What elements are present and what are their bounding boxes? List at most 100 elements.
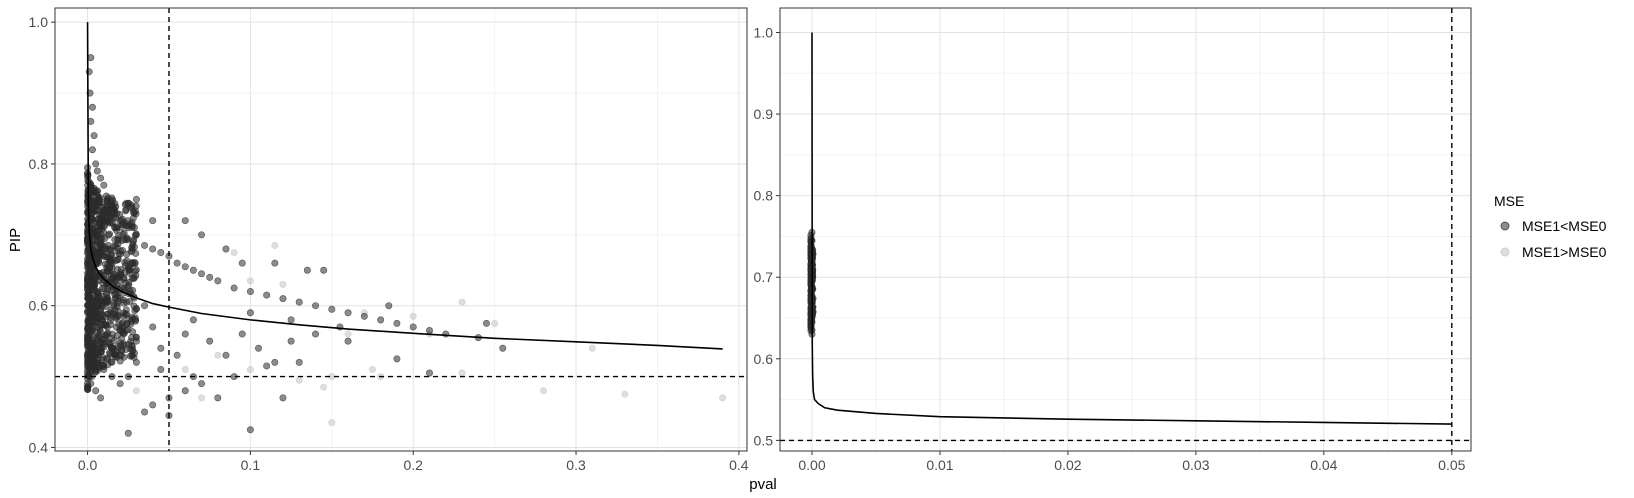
data-point: [409, 323, 417, 331]
left-x-ticks: 0.0 0.1 0.2 0.3 0.4: [78, 451, 749, 473]
data-point: [107, 258, 115, 266]
fitted-curve-line: [86, 22, 723, 350]
data-point: [88, 103, 96, 111]
data-point: [287, 316, 295, 324]
y-tick-label: 1.0: [29, 14, 49, 30]
right-x-ticks: 0.00 0.01 0.02 0.03 0.04 0.05: [798, 451, 1466, 473]
data-point: [108, 194, 116, 202]
data-point: [128, 223, 136, 231]
data-point: [271, 259, 279, 267]
data-point: [120, 312, 128, 320]
data-point: [458, 298, 466, 306]
data-point: [90, 308, 98, 316]
data-point: [96, 235, 104, 243]
data-point: [230, 284, 238, 292]
data-point: [719, 394, 727, 402]
data-point: [807, 296, 815, 304]
data-point: [263, 291, 271, 299]
data-point: [84, 328, 92, 336]
data-point: [320, 383, 328, 391]
data-point: [271, 358, 279, 366]
data-point: [344, 330, 352, 338]
data-point: [344, 337, 352, 345]
data-point: [129, 208, 137, 216]
data-point: [157, 249, 165, 257]
data-point: [98, 361, 106, 369]
x-tick-label: 0.2: [403, 457, 423, 473]
data-point: [132, 249, 140, 257]
data-point: [222, 351, 230, 359]
data-point: [238, 330, 246, 338]
data-point: [92, 387, 100, 395]
x-axis-title: pval: [749, 476, 777, 493]
data-point: [157, 365, 165, 373]
data-point: [369, 365, 377, 373]
right-reference-lines: [780, 8, 1471, 451]
data-point: [181, 263, 189, 271]
data-point: [206, 337, 214, 345]
legend-title: MSE: [1494, 193, 1524, 209]
data-point: [499, 344, 507, 352]
data-point: [93, 333, 101, 341]
x-tick-label: 0.02: [1054, 457, 1081, 473]
data-point: [132, 304, 140, 312]
x-tick-label: 0.01: [926, 457, 953, 473]
data-point: [295, 358, 303, 366]
data-point: [116, 380, 124, 388]
data-point: [92, 160, 100, 168]
data-point: [181, 365, 189, 373]
data-point: [198, 270, 206, 278]
data-point: [312, 302, 320, 310]
x-tick-label: 0.4: [729, 457, 749, 473]
data-point: [122, 199, 130, 207]
data-point: [94, 193, 102, 201]
y-axis-title: PIP: [7, 228, 24, 252]
data-point: [124, 429, 132, 437]
data-point: [94, 303, 102, 311]
data-point: [141, 408, 149, 416]
data-point: [84, 273, 92, 281]
legend-key-mse1-gt-mse0: [1500, 247, 1510, 257]
data-point: [84, 279, 92, 287]
data-point: [246, 365, 254, 373]
data-point: [222, 245, 230, 253]
data-point: [98, 198, 106, 206]
data-point: [214, 351, 222, 359]
data-point: [344, 309, 352, 317]
data-point: [84, 379, 92, 387]
data-point: [295, 376, 303, 384]
right-y-ticks: 0.5 0.6 0.7 0.8 0.9 1.0: [754, 24, 780, 448]
data-point: [85, 263, 93, 271]
data-point: [110, 299, 118, 307]
left-y-ticks: 0.4 0.6 0.8 1.0: [29, 14, 55, 455]
data-point: [173, 259, 181, 267]
data-point: [141, 241, 149, 249]
left-panel-border: [54, 7, 748, 452]
data-point: [128, 352, 136, 360]
data-point: [238, 259, 246, 267]
data-point: [807, 234, 815, 242]
data-point: [88, 283, 96, 291]
right-panel-border: [779, 7, 1472, 452]
data-point: [198, 231, 206, 239]
y-tick-label: 1.0: [754, 24, 774, 40]
data-point: [85, 293, 93, 301]
data-point: [122, 346, 130, 354]
data-point: [88, 359, 96, 367]
data-point: [132, 202, 140, 210]
data-point: [141, 302, 149, 310]
data-point: [539, 387, 547, 395]
data-point: [425, 327, 433, 335]
left-reference-lines: [55, 8, 747, 451]
data-point: [271, 241, 279, 249]
fitted-curve-line: [811, 32, 1452, 425]
left-fitted-curve: [86, 22, 723, 350]
data-point: [491, 319, 499, 327]
x-tick-label: 0.04: [1310, 457, 1337, 473]
data-point: [279, 394, 287, 402]
data-point: [157, 344, 165, 352]
data-point: [112, 214, 120, 222]
data-point: [621, 390, 629, 398]
data-point: [94, 206, 102, 214]
data-point: [114, 332, 122, 340]
